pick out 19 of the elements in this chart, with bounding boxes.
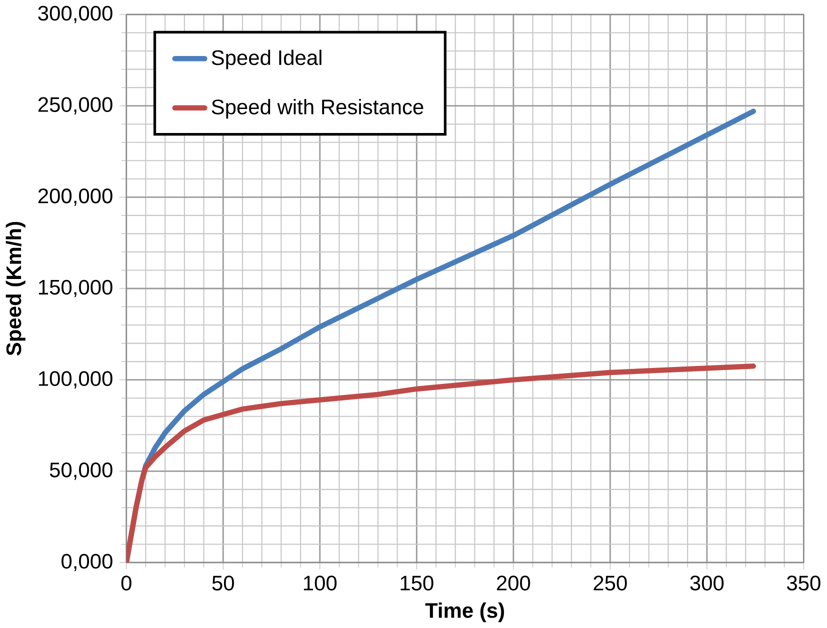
y-tick-label: 150,000 (38, 280, 112, 298)
y-tick-label: 50,000 (50, 462, 112, 480)
x-tick-label: 0 (121, 576, 132, 591)
x-axis-title: Time (s) (425, 602, 504, 622)
x-tick-label: 300 (690, 576, 724, 591)
y-tick-label: 300,000 (38, 6, 112, 24)
y-tick-label: 0,000 (62, 554, 112, 572)
x-tick-label: 150 (400, 576, 434, 591)
x-tick-label: 200 (496, 576, 530, 591)
legend-label: Speed with Resistance (212, 99, 424, 119)
x-tick-label: 50 (212, 576, 234, 591)
x-tick-label: 250 (594, 576, 627, 591)
y-tick-label: 200,000 (38, 188, 112, 206)
y-axis-title: Speed (Km/h) (6, 222, 26, 356)
y-tick-label: 250,000 (38, 97, 112, 115)
legend-label: Speed Ideal (212, 50, 322, 70)
x-tick-label: 100 (304, 576, 337, 591)
x-tick-label: 350 (786, 576, 820, 591)
y-tick-label: 100,000 (38, 371, 112, 389)
